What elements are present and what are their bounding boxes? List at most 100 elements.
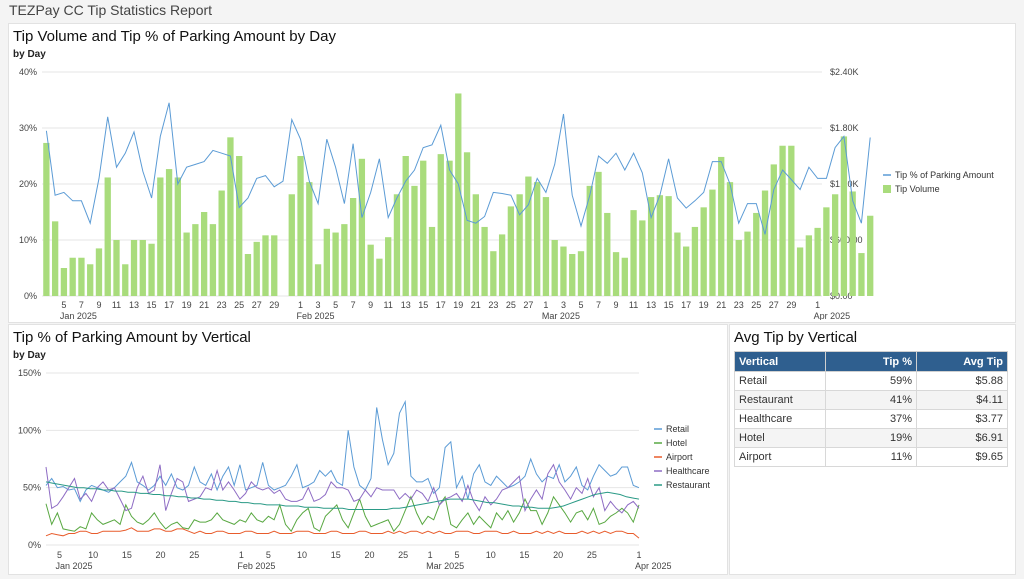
table-row: Airport 11% $9.65 [734, 447, 1008, 467]
tip-volume-bar [472, 194, 479, 296]
x-tick-label: 19 [182, 300, 192, 310]
tip-volume-bar [525, 176, 532, 296]
x-tick-label: 7 [596, 300, 601, 310]
tip-volume-bar [507, 206, 515, 296]
tip-volume-bar [770, 164, 777, 296]
x-tick-label: 9 [368, 300, 373, 310]
avg-tip-cell: $6.91 [916, 428, 1008, 448]
tip-volume-bar [288, 194, 295, 296]
tip-volume-bar [122, 264, 129, 296]
avg-tip-table: Vertical Tip % Avg Tip Retail 59% $5.88 … [734, 351, 1008, 467]
tip-volume-bar [788, 145, 795, 296]
tip-volume-bar [139, 240, 146, 296]
tip-volume-bar [779, 145, 786, 296]
vertical-cell: Airport [734, 447, 826, 467]
x-tick-label: 11 [629, 300, 638, 310]
tip-volume-bar [814, 227, 821, 296]
tip-volume-bar [481, 226, 488, 296]
x-month-label: Feb 2025 [237, 561, 275, 571]
x-tick-label: 29 [786, 300, 796, 310]
tip-volume-bar [463, 152, 471, 296]
tip-volume-bar [428, 226, 436, 296]
x-tick-label: 15 [418, 300, 428, 310]
avg-tip-panel: Avg Tip by Vertical Vertical Tip % Avg T… [729, 324, 1016, 575]
tip-volume-bar [604, 212, 611, 296]
tip-volume-bar [656, 195, 664, 296]
tip-volume-bar [753, 212, 760, 296]
tip-volume-bar [130, 240, 138, 296]
table-row: Restaurant 41% $4.11 [734, 390, 1008, 410]
column-header-tip-pct[interactable]: Tip % [825, 351, 917, 372]
y-right-tick-label: $2.40K [830, 67, 859, 77]
x-month-label: Mar 2025 [542, 311, 580, 320]
avg-tip-table-title: Avg Tip by Vertical [734, 329, 858, 346]
vertical-cell: Retail [734, 371, 826, 391]
vertical-tip-panel: Tip % of Parking Amount by Vertical by D… [8, 324, 728, 575]
tip-volume-bar [271, 235, 278, 296]
x-tick-label: 25 [234, 300, 244, 310]
x-tick-label: 1 [815, 300, 820, 310]
x-tick-label: 21 [199, 300, 209, 310]
series-line-restaurant [45, 481, 640, 510]
column-header-vertical[interactable]: Vertical [734, 351, 826, 372]
column-header-avg-tip[interactable]: Avg Tip [916, 351, 1008, 372]
x-tick-label: 13 [401, 300, 411, 310]
tip-volume-bar [437, 154, 444, 296]
x-tick-label: 27 [769, 300, 779, 310]
tip-volume-bar [455, 93, 462, 296]
tip-volume-bar [560, 246, 567, 296]
table-row: Hotel 19% $6.91 [734, 428, 1008, 448]
tip-volume-bar [534, 182, 541, 296]
y-tick-label: 0% [28, 540, 41, 550]
tip-volume-bar [314, 264, 322, 296]
tip-volume-bar [498, 234, 506, 296]
tip-volume-bar [831, 194, 839, 296]
x-tick-label: 9 [96, 300, 101, 310]
tip-volume-bar [51, 221, 59, 296]
tip-volume-bar [78, 257, 85, 296]
y-left-tick-label: 20% [19, 179, 37, 189]
tip-volume-bar [840, 136, 848, 296]
tip-volume-bar [148, 243, 155, 296]
y-left-tick-label: 30% [19, 123, 37, 133]
tip-volume-bar [95, 248, 103, 296]
tip-volume-bar [244, 254, 252, 296]
tip-volume-bar [297, 156, 304, 296]
tip-volume-bar [306, 182, 313, 296]
x-tick-label: 21 [716, 300, 726, 310]
x-tick-label: 15 [122, 550, 132, 560]
x-tick-label: 20 [156, 550, 166, 560]
x-tick-label: 27 [252, 300, 262, 310]
x-tick-label: 1 [298, 300, 303, 310]
x-tick-label: 25 [398, 550, 408, 560]
legend-bar-swatch [883, 185, 891, 193]
tip-volume-bar [665, 196, 672, 296]
x-tick-label: 20 [553, 550, 563, 560]
tip-volume-bar [516, 194, 523, 296]
tip-volume-bar [700, 207, 707, 296]
tip-volume-bar [805, 235, 813, 296]
y-left-tick-label: 0% [24, 291, 37, 301]
legend-label: Restaurant [666, 480, 711, 490]
avg-tip-cell: $5.88 [916, 371, 1008, 391]
avg-tip-cell: $3.77 [916, 409, 1008, 429]
report-title: TEZPay CC Tip Statistics Report [9, 2, 213, 18]
x-tick-label: 25 [189, 550, 199, 560]
x-tick-label: 19 [699, 300, 709, 310]
tip-volume-bar [446, 160, 453, 296]
x-month-label: Apr 2025 [814, 311, 851, 320]
tip-volume-bar [218, 190, 225, 296]
x-tick-label: 10 [486, 550, 496, 560]
tip-volume-bar [349, 198, 357, 296]
tip-volume-bar [595, 171, 602, 296]
tip-volume-bar [402, 156, 409, 296]
tip-volume-bar [490, 251, 497, 296]
x-tick-label: 1 [428, 550, 433, 560]
vertical-tip-chart-title: Tip % of Parking Amount by Vertical [13, 329, 251, 346]
tip-volume-bar [577, 251, 585, 296]
tip-volume-bar [796, 247, 804, 296]
tip-pct-cell: 41% [825, 390, 917, 410]
tip-volume-bar [683, 246, 690, 296]
y-tick-label: 100% [18, 425, 41, 435]
x-tick-label: 21 [471, 300, 481, 310]
